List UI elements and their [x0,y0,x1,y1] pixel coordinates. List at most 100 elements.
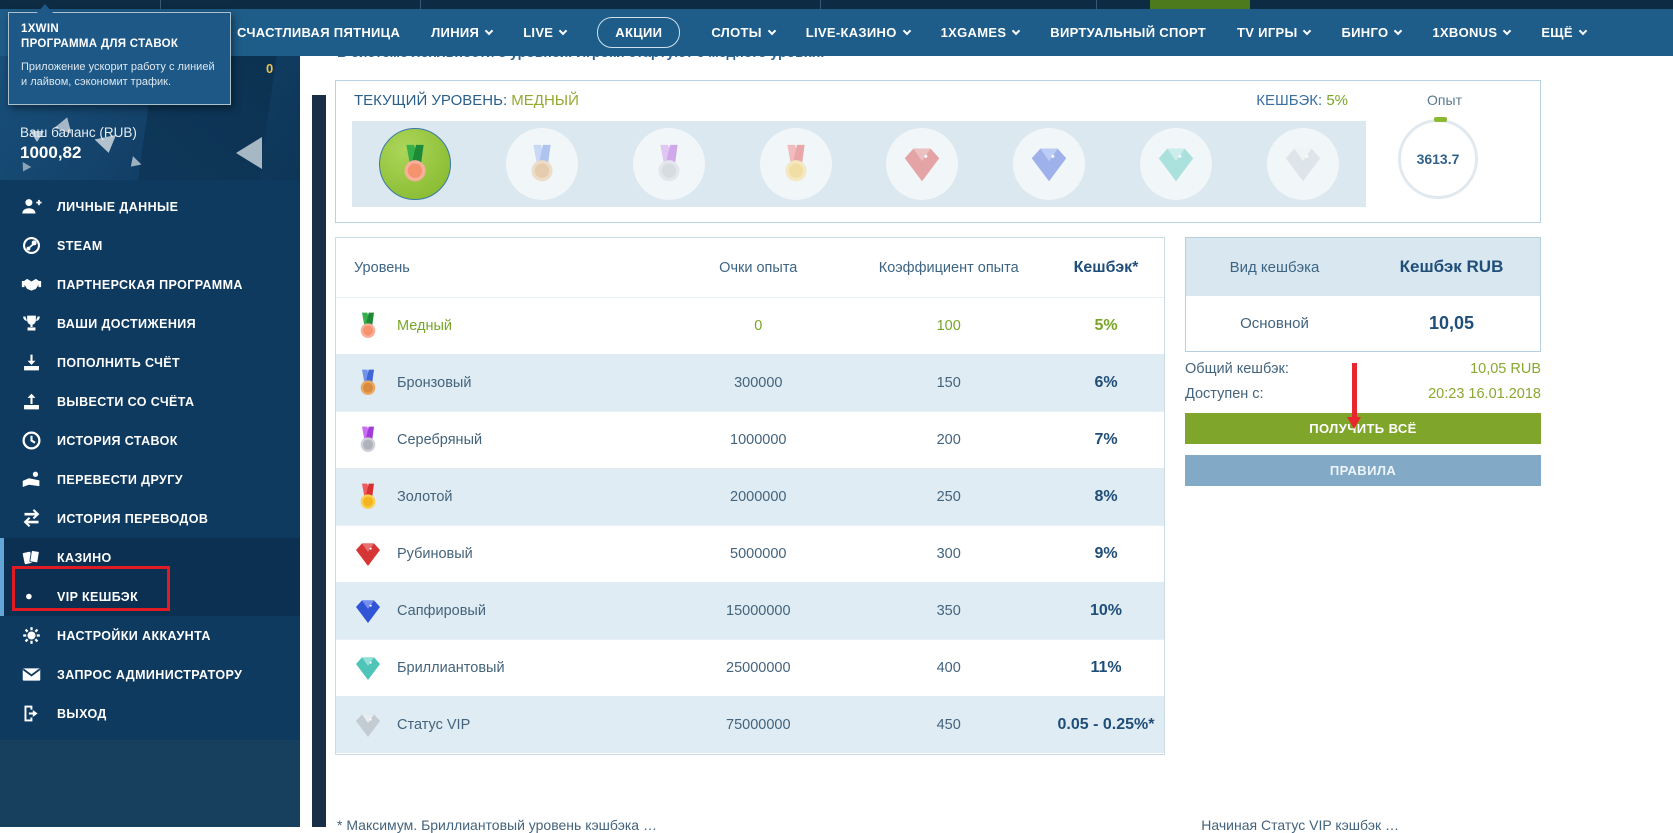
sidebar-item-vip-cashback[interactable]: VIP КЕШБЭК [0,577,300,616]
transfer-arrows-icon [21,508,42,529]
sidebar-item-casino[interactable]: КАЗИНО [0,538,300,577]
cashback-value-header: Кешбэк RUB [1399,257,1504,276]
balance-value: 1000,82 [20,143,82,162]
handshake-icon [21,274,42,295]
gold-medal-icon [785,144,807,182]
user-plus-icon [21,196,42,217]
rules-button[interactable]: ПРАВИЛА [1185,455,1541,486]
copper-medal-icon [404,144,426,182]
sidebar-item-bet-history[interactable]: ИСТОРИЯ СТАВОК [0,421,300,460]
cashback-amount: 10,05 [1428,313,1475,333]
account-sidebar: 0 Ваш баланс (RUB) 1000,82 ЛИЧНЫЕ ДАННЫЕ… [0,9,300,827]
chevron-down-icon [1394,26,1403,35]
top-strip-segment [1150,0,1250,9]
hand-money-icon [21,469,42,490]
table-row-ruby: Рубиновый 5000000 300 9% [336,525,1164,582]
level-gem-vip [1266,128,1339,200]
tooltip-title: 1XWIN ПРОГРАММА ДЛЯ СТАВОК [21,23,179,50]
chevron-down-icon [484,26,494,35]
experience-progress-tick [1434,117,1447,122]
chevron-down-icon [1503,26,1512,35]
cashback-panel: Вид кешбэка Кешбэк RUB Основной 10,05 Об… [1185,237,1541,486]
nav-item-1xbonus[interactable]: 1XBONUS [1432,25,1512,40]
nav-item-line[interactable]: ЛИНИЯ [431,25,494,40]
vip-gem-icon [1285,148,1320,182]
cashback-mini-table: Вид кешбэка Кешбэк RUB Основной 10,05 [1185,237,1541,352]
experience-ring: 3613.7 [1398,117,1478,199]
copper-medal-icon [360,312,376,338]
ruby-gem-icon [905,148,940,182]
total-cashback-value: 10,05 RUB [1470,361,1541,377]
table-row-silver: Серебряный 1000000 200 7% [336,411,1164,468]
nav-item-slots[interactable]: СЛОТЫ [711,25,777,40]
notification-count: 0 [266,61,274,76]
envelope-icon [21,664,42,685]
chevron-down-icon [1303,26,1312,35]
nav-item-promotions-active[interactable]: АКЦИИ [597,17,681,48]
nav-item-tv-games[interactable]: TV ИГРЫ [1237,25,1312,40]
level-medal-bronze [506,128,579,200]
nav-item-virtual-sport[interactable]: ВИРТУАЛЬНЫЙ СПОРТ [1050,25,1207,40]
sidebar-footer-area [0,740,300,827]
level-medal-gold [759,128,832,200]
level-gem-diamond [1139,128,1212,200]
level-medals-strip [352,121,1366,207]
silver-medal-icon [658,144,680,182]
cashback-type-value: Основной [1240,315,1309,332]
level-gem-sapphire [1013,128,1086,200]
table-row-copper: Медный 0 100 5% [336,297,1164,354]
diamond-gem-icon [356,657,380,680]
sapphire-gem-icon [356,599,380,623]
nav-item-live-casino[interactable]: LIVE-КАЗИНО [806,25,911,40]
silver-medal-icon [360,426,376,452]
withdraw-icon [21,391,42,412]
available-from-row: Доступен с: 20:23 16.01.2018 [1185,386,1541,402]
total-cashback-row: Общий кешбэк: 10,05 RUB [1185,361,1541,377]
chevron-down-icon [767,26,777,35]
main-navbar: СЧАСТЛИВАЯ ПЯТНИЦА ЛИНИЯ LIVE АКЦИИ СЛОТ… [0,9,1673,56]
level-medal-silver [632,128,705,200]
nav-item-live[interactable]: LIVE [523,25,568,40]
bronze-medal-icon [360,369,376,395]
sidebar-item-account-settings[interactable]: НАСТРОЙКИ АККАУНТА [0,616,300,655]
nav-item-more[interactable]: ЕЩЁ [1541,25,1588,40]
bullet-icon [21,586,42,607]
sidebar-item-transfer-history[interactable]: ИСТОРИЯ ПЕРЕВОДОВ [0,499,300,538]
available-from-value: 20:23 16.01.2018 [1428,386,1541,402]
sidebar-item-transfer-to-friend[interactable]: ПЕРЕВЕСТИ ДРУГУ [0,460,300,499]
cashback-type-header: Вид кешбэка [1229,258,1320,276]
claim-all-button[interactable]: ПОЛУЧИТЬ ВСЁ [1185,413,1541,444]
level-medal-copper [379,128,452,200]
ruby-gem-icon [356,543,380,566]
table-row-gold: Золотой 2000000 250 8% [336,468,1164,525]
cashback-percent: 5% [1326,92,1348,109]
sidebar-menu: ЛИЧНЫЕ ДАННЫЕ STEAM ПАРТНЕРСКАЯ ПРОГРАММ… [0,187,300,733]
sidebar-item-steam[interactable]: STEAM [0,226,300,265]
sidebar-item-admin-request[interactable]: ЗАПРОС АДМИНИСТРАТОРУ [0,655,300,694]
nav-item-happy-friday[interactable]: СЧАСТЛИВАЯ ПЯТНИЦА [237,25,401,40]
level-gem-ruby [886,128,959,200]
browser-top-strip [0,0,1673,9]
current-level-panel: ТЕКУЩИЙ УРОВЕНЬ: МЕДНЫЙ КЕШБЭК: 5% Опыт [335,80,1541,223]
table-footnote-clipped: * Максимум. Бриллиантовый уровень кэшбэк… [337,817,1399,833]
balance-label: Ваш баланс (RUB) [20,125,137,140]
1xwin-tooltip: 1XWIN ПРОГРАММА ДЛЯ СТАВОК Приложение ус… [8,4,231,105]
gears-icon [21,625,42,646]
nav-item-1xgames[interactable]: 1XGAMES [941,25,1021,40]
sidebar-item-partner-program[interactable]: ПАРТНЕРСКАЯ ПРОГРАММА [0,265,300,304]
sidebar-item-deposit[interactable]: ПОПОЛНИТЬ СЧЁТ [0,343,300,382]
sidebar-item-withdraw[interactable]: ВЫВЕСТИ СО СЧЁТА [0,382,300,421]
chevron-down-icon [1578,26,1588,35]
nav-item-bingo[interactable]: БИНГО [1341,25,1403,40]
experience-value: 3613.7 [1416,151,1460,167]
diamond-gem-icon [1158,148,1194,182]
table-row-bronze: Бронзовый 300000 150 6% [336,354,1164,411]
sidebar-item-achievements[interactable]: ВАШИ ДОСТИЖЕНИЯ [0,304,300,343]
current-level-title: ТЕКУЩИЙ УРОВЕНЬ: МЕДНЫЙ [354,92,579,109]
sidebar-item-personal-data[interactable]: ЛИЧНЫЕ ДАННЫЕ [0,187,300,226]
tooltip-body: Приложение ускорит работу с линией и лай… [21,61,215,88]
bronze-medal-icon [531,144,553,182]
chevron-down-icon [902,26,911,35]
trophy-icon [21,313,42,334]
sidebar-item-logout[interactable]: ВЫХОД [0,694,300,733]
